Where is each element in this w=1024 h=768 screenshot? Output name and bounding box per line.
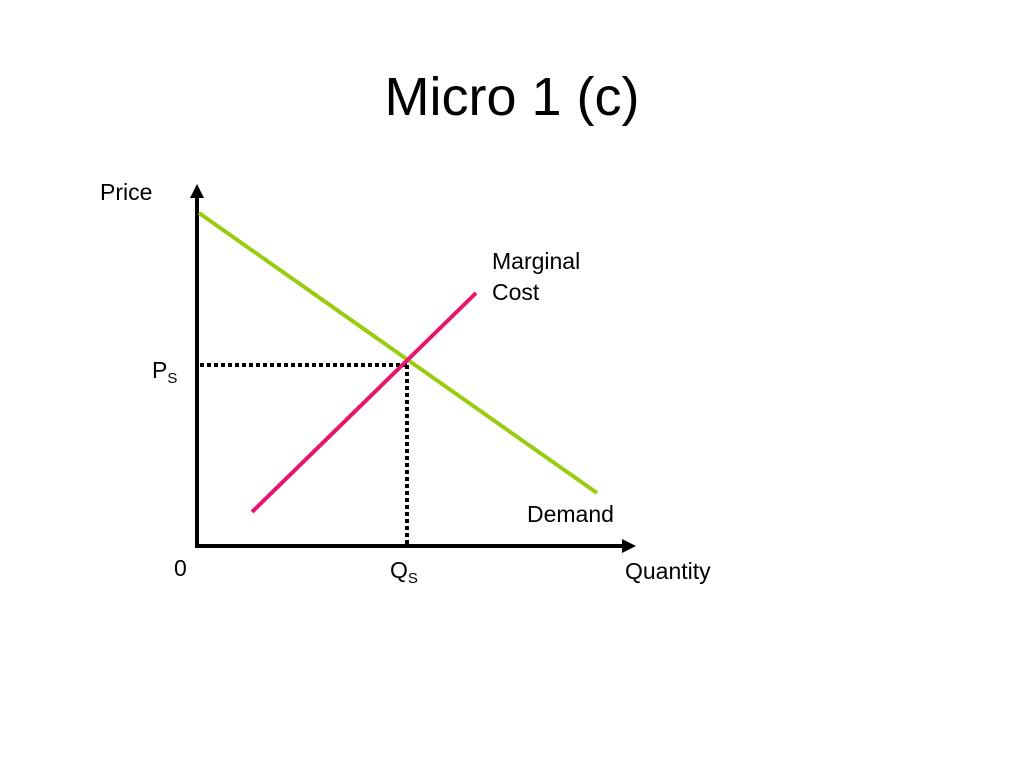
demand-label: Demand — [527, 501, 614, 527]
slide-title: Micro 1 (c) — [384, 67, 640, 127]
demand-curve — [197, 211, 599, 495]
marginal-cost-label-line1: Marginal — [492, 248, 580, 274]
x-axis-arrowhead — [622, 539, 636, 553]
quantity-label: QS — [390, 557, 418, 587]
x-axis-label: Quantity — [625, 558, 711, 584]
price-label-subscript: S — [167, 370, 177, 387]
marginal-cost-label-line2: Cost — [492, 279, 540, 305]
origin-label: 0 — [174, 555, 187, 581]
quantity-label-subscript: S — [408, 570, 418, 587]
quantity-label-main: Q — [390, 557, 408, 583]
y-axis-label: Price — [100, 179, 152, 205]
marginal-cost-curve — [250, 291, 478, 514]
price-label: PS — [152, 357, 177, 387]
price-label-main: P — [152, 357, 167, 383]
y-axis-arrowhead — [190, 184, 204, 198]
